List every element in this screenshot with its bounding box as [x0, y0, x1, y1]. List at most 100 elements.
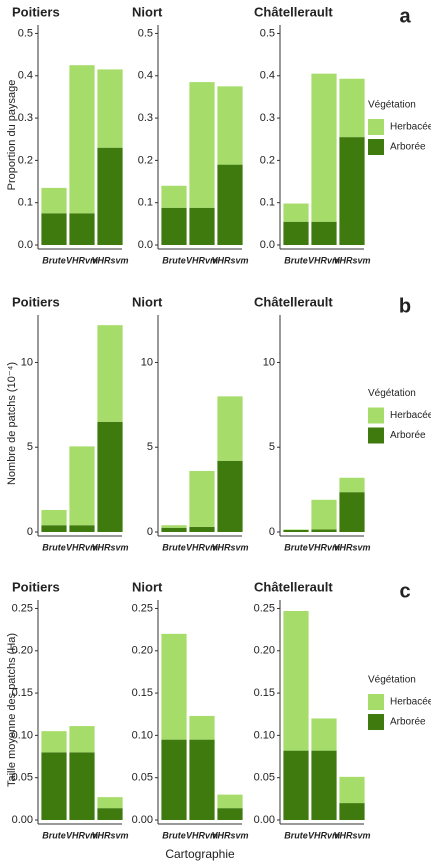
y-tick-label: 0.25 — [12, 602, 33, 614]
y-tick-label: 0 — [269, 526, 275, 538]
bar-segment — [217, 86, 243, 165]
y-tick-label: 5 — [269, 441, 275, 453]
y-tick-label: 0.2 — [138, 154, 153, 166]
x-tick-label: Brute — [42, 255, 66, 265]
y-tick-label: 0 — [27, 526, 33, 538]
x-tick-label: VHRvm — [186, 255, 218, 265]
bar-segment — [41, 525, 67, 532]
bar-segment — [189, 526, 215, 532]
bar-segment — [311, 499, 337, 530]
x-tick-label: Brute — [162, 830, 186, 840]
legend-label: Arborée — [390, 142, 426, 153]
legend-label: Herbacée — [390, 697, 431, 708]
bar-segment — [283, 611, 309, 751]
bar-segment — [283, 203, 309, 222]
bar-segment — [97, 147, 123, 245]
y-tick-label: 0.1 — [18, 197, 33, 209]
y-tick-label: 0.05 — [132, 772, 153, 784]
facet-title: Poitiers — [12, 4, 60, 19]
bar-segment — [41, 213, 67, 245]
facet-title: Poitiers — [12, 579, 60, 594]
y-axis-title: Taille moyenne des patchs (Ha) — [6, 633, 18, 787]
x-tick-label: Brute — [284, 542, 308, 552]
x-tick-label: VHRvm — [308, 542, 340, 552]
bar-segment — [217, 460, 243, 532]
y-tick-label: 0 — [147, 526, 153, 538]
y-tick-label: 0.20 — [12, 645, 33, 657]
bar-segment — [217, 164, 243, 245]
legend-swatch — [368, 407, 384, 424]
bar-segment — [97, 69, 123, 148]
bar-segment — [339, 803, 365, 820]
bar-segment — [69, 213, 95, 245]
bar-segment — [97, 325, 123, 422]
legend-label: Arborée — [390, 430, 426, 441]
x-tick-label: Brute — [284, 255, 308, 265]
facet-title: Châtellerault — [254, 579, 333, 594]
y-tick-label: 0.3 — [260, 112, 275, 124]
facet-title: Châtellerault — [254, 4, 333, 19]
bar-segment — [311, 750, 337, 820]
legend-swatch — [368, 427, 384, 444]
y-tick-label: 10 — [141, 356, 153, 368]
bar-segment — [69, 726, 95, 753]
bar-segment — [283, 750, 309, 820]
y-tick-label: 0.4 — [260, 70, 275, 82]
legend-swatch — [368, 119, 384, 135]
x-tick-label: VHRvm — [308, 830, 340, 840]
x-tick-label: VHRvm — [66, 255, 98, 265]
bar-segment — [161, 207, 187, 245]
x-tick-label: VHRvm — [308, 255, 340, 265]
y-tick-label: 0.3 — [18, 112, 33, 124]
panel-label: a — [399, 5, 411, 27]
y-tick-label: 0.4 — [18, 70, 33, 82]
legend-swatch — [368, 714, 384, 730]
bar-segment — [69, 752, 95, 820]
bar-segment — [97, 421, 123, 532]
bar-segment — [217, 794, 243, 809]
bar-segment — [217, 808, 243, 820]
bar-segment — [189, 470, 215, 527]
bar-segment — [41, 752, 67, 820]
y-tick-label: 0.00 — [254, 814, 275, 826]
y-tick-label: 0.0 — [18, 239, 33, 251]
legend-label: Arborée — [390, 717, 426, 728]
x-tick-label: VHRvm — [186, 830, 218, 840]
bar-segment — [41, 187, 67, 214]
facet-title: Poitiers — [12, 294, 60, 309]
x-tick-label: Brute — [42, 542, 66, 552]
legend-title: Végétation — [368, 388, 416, 399]
y-tick-label: 5 — [27, 441, 33, 453]
x-tick-label: Brute — [162, 542, 186, 552]
y-tick-label: 0.4 — [138, 70, 153, 82]
x-tick-label: VHRsvm — [91, 542, 128, 552]
bar-segment — [311, 73, 337, 222]
y-tick-label: 0.5 — [18, 27, 33, 39]
y-tick-label: 0.0 — [138, 239, 153, 251]
bar-segment — [189, 739, 215, 820]
y-tick-label: 0.20 — [132, 645, 153, 657]
y-tick-label: 0.15 — [132, 687, 153, 699]
bar-segment — [161, 527, 187, 532]
bar-segment — [97, 808, 123, 820]
facet-title: Niort — [132, 294, 163, 309]
bar-segment — [339, 492, 365, 532]
y-tick-label: 0.15 — [254, 687, 275, 699]
x-tick-label: Brute — [162, 255, 186, 265]
y-tick-label: 0.00 — [132, 814, 153, 826]
y-tick-label: 0.15 — [12, 687, 33, 699]
bar-segment — [339, 137, 365, 245]
y-tick-label: 0.5 — [260, 27, 275, 39]
y-tick-label: 0.10 — [132, 729, 153, 741]
y-tick-label: 0.25 — [254, 602, 275, 614]
y-tick-label: 0.10 — [254, 729, 275, 741]
bar-segment — [69, 525, 95, 532]
panel-label: b — [399, 295, 411, 317]
x-tick-label: VHRvm — [66, 830, 98, 840]
bar-segment — [161, 633, 187, 740]
x-tick-label: VHRsvm — [211, 255, 248, 265]
y-tick-label: 0.1 — [138, 197, 153, 209]
y-tick-label: 0.2 — [260, 154, 275, 166]
bar-segment — [339, 776, 365, 804]
